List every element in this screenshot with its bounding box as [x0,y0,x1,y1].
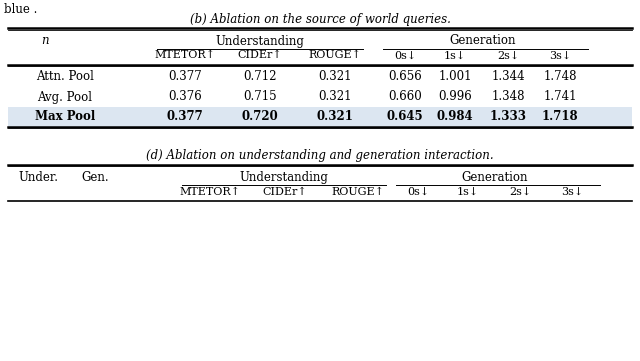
Text: 0.377: 0.377 [168,70,202,83]
Text: blue .: blue . [4,3,37,16]
Text: Understanding: Understanding [239,171,328,184]
Text: 0.321: 0.321 [318,70,352,83]
Text: Understanding: Understanding [216,35,305,48]
Text: Generation: Generation [461,171,528,184]
Text: 1.741: 1.741 [543,91,577,104]
Text: ROUGE↑: ROUGE↑ [308,51,362,61]
Text: Avg. Pool: Avg. Pool [38,91,93,104]
Text: 1.748: 1.748 [543,70,577,83]
Text: Under.: Under. [18,171,58,184]
Text: 0.712: 0.712 [243,70,276,83]
Text: 1.344: 1.344 [491,70,525,83]
Text: Gen.: Gen. [81,171,109,184]
Text: 0s↓: 0s↓ [394,51,416,61]
Text: 3s↓: 3s↓ [549,51,571,61]
Text: ROUGE↑: ROUGE↑ [332,187,385,197]
Text: MTETOR↑: MTETOR↑ [179,187,241,197]
Text: CIDEr↑: CIDEr↑ [262,187,307,197]
Text: 0s↓: 0s↓ [407,187,429,197]
Text: 0.656: 0.656 [388,70,422,83]
Text: 0.645: 0.645 [387,110,423,123]
Text: 0.321: 0.321 [318,91,352,104]
Text: CIDEr↑: CIDEr↑ [237,51,282,61]
Text: (b) Ablation on the source of world queries.: (b) Ablation on the source of world quer… [189,13,451,26]
Text: 1.348: 1.348 [492,91,525,104]
Text: 1.001: 1.001 [438,70,472,83]
Text: MTETOR↑: MTETOR↑ [154,51,216,61]
Text: Max Pool: Max Pool [35,110,95,123]
Text: (d) Ablation on understanding and generation interaction.: (d) Ablation on understanding and genera… [146,148,494,161]
Text: 0.720: 0.720 [242,110,278,123]
Bar [8,106,632,126]
Text: 0.715: 0.715 [243,91,277,104]
Text: 0.321: 0.321 [317,110,353,123]
Text: 0.377: 0.377 [166,110,204,123]
Text: 1.718: 1.718 [541,110,579,123]
Text: 1s↓: 1s↓ [457,187,479,197]
Text: Attn. Pool: Attn. Pool [36,70,94,83]
Text: 1s↓: 1s↓ [444,51,466,61]
Text: 1.333: 1.333 [490,110,527,123]
Text: Generation: Generation [449,35,516,48]
Text: 0.984: 0.984 [436,110,474,123]
Text: 0.660: 0.660 [388,91,422,104]
Text: 2s↓: 2s↓ [509,187,531,197]
Text: 0.376: 0.376 [168,91,202,104]
Text: 2s↓: 2s↓ [497,51,519,61]
Text: n: n [41,35,49,48]
Text: 3s↓: 3s↓ [561,187,583,197]
Text: 0.996: 0.996 [438,91,472,104]
